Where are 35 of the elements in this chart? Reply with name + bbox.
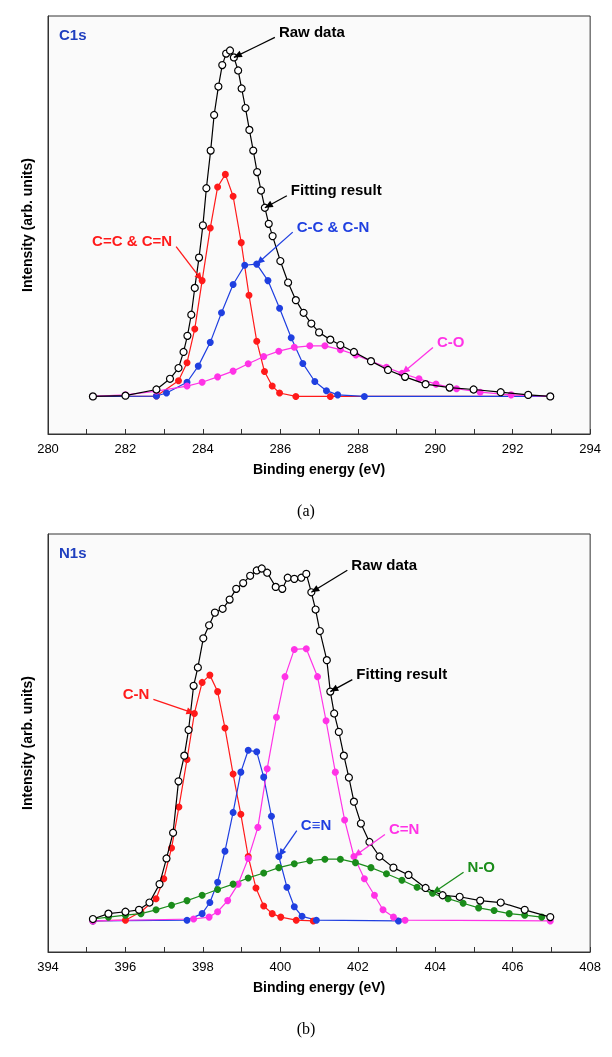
text: (b) — [296, 1019, 316, 1038]
x-tick-label: 280 — [37, 441, 59, 456]
text: Raw data — [278, 22, 346, 40]
x-tick-label: 292 — [501, 441, 524, 456]
x-tick-label: 286 — [269, 441, 292, 456]
text: C-C & C-N — [296, 217, 370, 235]
x-tick-label: 282 — [114, 441, 137, 456]
text: Raw data — [351, 555, 418, 573]
series-label: N-O — [467, 857, 496, 875]
x-tick-label: 406 — [501, 959, 524, 974]
text: C-N — [122, 684, 150, 702]
x-tick-label: 396 — [114, 959, 137, 974]
text: C=N — [388, 820, 420, 838]
x-tick-label: 294 — [579, 441, 602, 456]
x-tick-label: 288 — [346, 441, 369, 456]
x-tick-label: 290 — [424, 441, 447, 456]
chart-title: C1s — [59, 26, 87, 43]
x-tick-label: 402 — [346, 959, 369, 974]
x-tick-label: 394 — [37, 959, 59, 974]
series-label: C≡N — [300, 816, 332, 834]
x-tick-label: 408 — [579, 959, 602, 974]
x-axis-title: Binding energy (eV) — [252, 461, 386, 477]
x-tick-label: 400 — [269, 959, 292, 974]
series-label: Fitting result — [356, 665, 448, 683]
x-tick-label: 284 — [192, 441, 214, 456]
x-tick-label: 404 — [424, 959, 447, 974]
y-axis-title: Intensity (arb. units) — [19, 676, 35, 810]
y-axis-title: Intensity (arb. units) — [19, 158, 35, 292]
text: (a) — [297, 501, 315, 520]
chart-title: N1s — [59, 544, 87, 561]
series-label: Fitting result — [290, 181, 382, 199]
text: C=C & C=N — [92, 232, 173, 250]
x-tick-label: 398 — [192, 959, 214, 974]
x-axis-title: Binding energy (eV) — [252, 979, 386, 995]
text: C-O — [436, 332, 465, 350]
